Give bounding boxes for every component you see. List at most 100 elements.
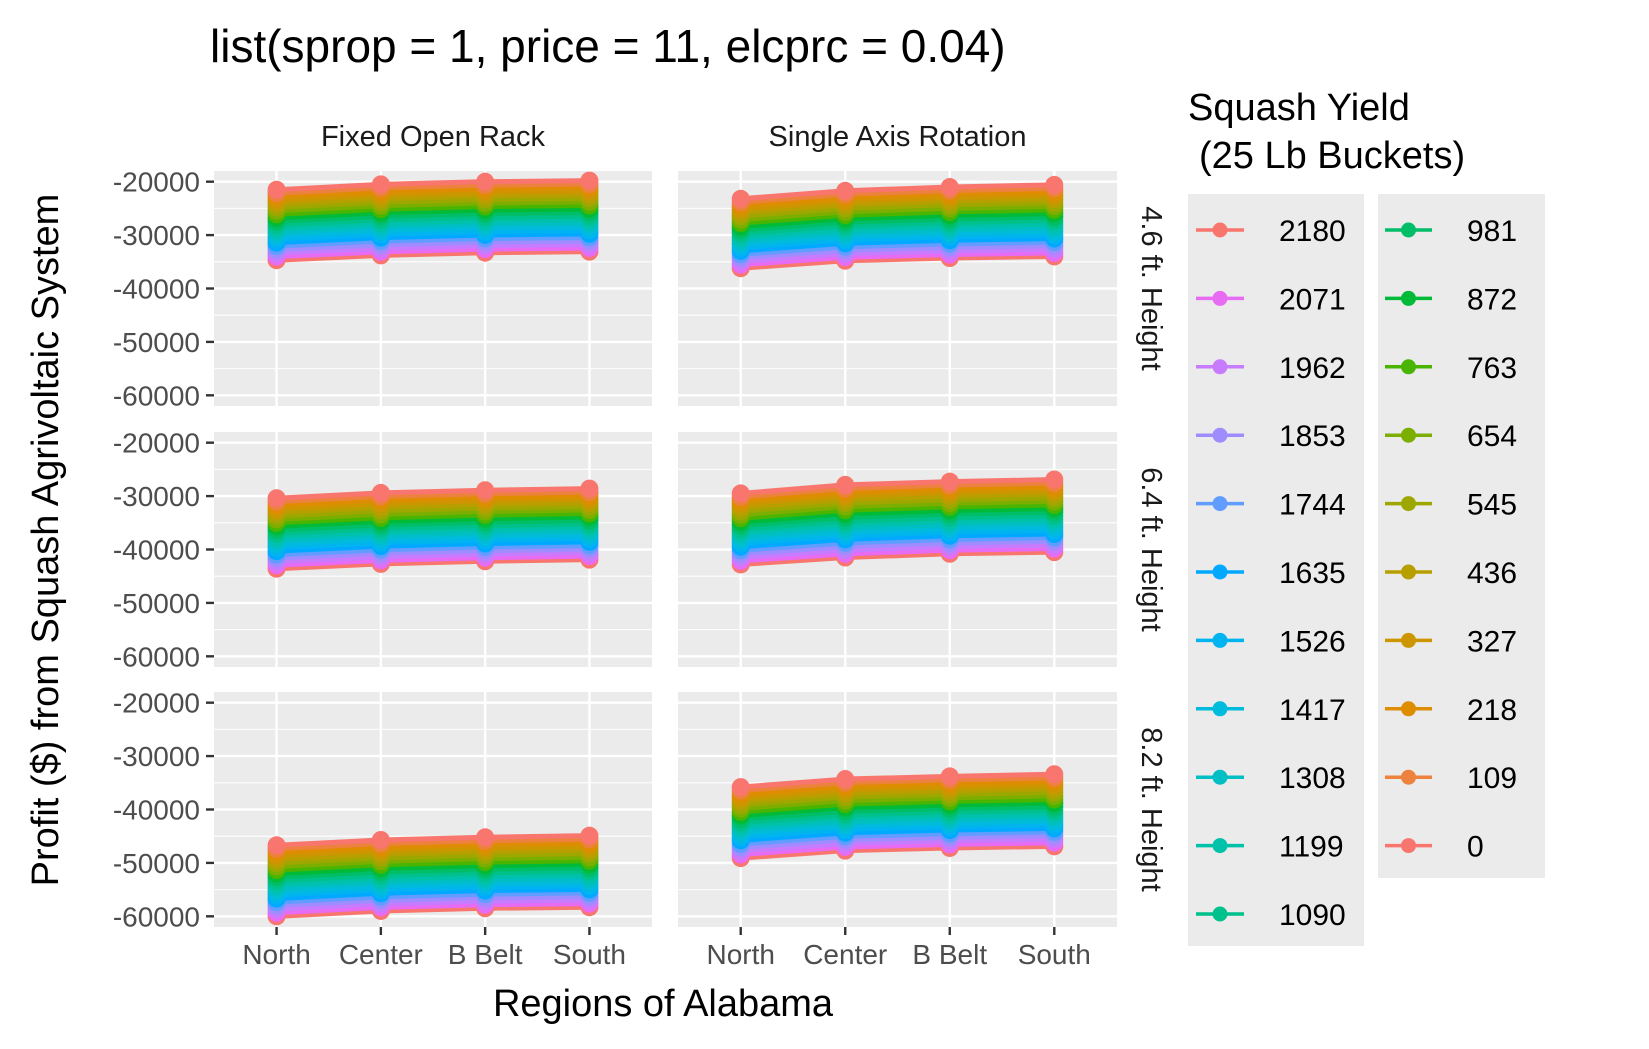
data-point-yield-2180: [731, 484, 750, 503]
series-line-yield-872: [276, 220, 590, 235]
series-line-yield-1090: [276, 521, 590, 536]
series-line-yield-327: [740, 243, 1055, 261]
series-line-yield-763: [740, 228, 1055, 247]
data-point-yield-2180: [580, 479, 599, 498]
series-line-yield-1744: [276, 500, 590, 515]
legend-item-yield-1635: 1635: [1196, 557, 1346, 590]
series-line-yield-218: [276, 550, 590, 565]
series-line-yield-872: [740, 815, 1055, 833]
data-point-yield-2180: [267, 180, 286, 199]
series-line-yield-109: [276, 901, 590, 916]
series-line-yield-654: [740, 527, 1055, 546]
series-line-yield-1090: [276, 213, 590, 228]
x-tick-label-center: Center: [339, 939, 423, 970]
series-line-yield-872: [740, 520, 1055, 539]
series-line-yield-1199: [740, 509, 1055, 528]
y-tick-label: -20000: [113, 688, 200, 719]
series-line-yield-0: [276, 557, 590, 572]
series-line-yield-1635: [276, 195, 590, 210]
series-line-yield-654: [276, 227, 590, 242]
legend-item-yield-981: 981: [1385, 215, 1517, 248]
legend-label: 1308: [1279, 762, 1346, 795]
legend-key-point: [1401, 769, 1416, 785]
legend-item-yield-218: 218: [1385, 694, 1517, 727]
data-point-yield-2180: [731, 778, 750, 797]
series-line-yield-1962: [276, 185, 590, 200]
y-tick-label: -40000: [113, 274, 200, 305]
series-line-yield-1199: [276, 210, 590, 224]
legend-key-point: [1212, 359, 1228, 375]
series-line-yield-1199: [276, 518, 590, 533]
data-point-yield-2180: [476, 828, 495, 847]
series-line-yield-2071: [276, 836, 590, 852]
series-line-yield-327: [740, 833, 1055, 850]
series-line-yield-763: [740, 818, 1055, 836]
data-point-yield-2180: [940, 472, 959, 491]
legend-key-point: [1212, 496, 1228, 512]
legend-key-point: [1212, 838, 1228, 854]
data-point-yield-2180: [836, 181, 855, 200]
y-tick-label: -50000: [113, 327, 200, 358]
series-line-yield-109: [740, 546, 1055, 564]
series-line-yield-1853: [740, 782, 1055, 801]
series-line-yield-2071: [740, 185, 1055, 205]
series-line-yield-1526: [740, 498, 1055, 518]
panel-fixed-open-rack-6-4-ft-height: [214, 432, 652, 667]
legend-label: 1417: [1279, 694, 1346, 727]
y-tick-label: -50000: [113, 588, 200, 619]
series-line-yield-763: [740, 524, 1055, 543]
series-line-yield-1417: [740, 796, 1055, 815]
series-line-yield-1744: [740, 491, 1055, 511]
legend-item-yield-1526: 1526: [1196, 625, 1346, 658]
y-tick-label: -30000: [113, 220, 200, 251]
legend-label: 1635: [1279, 557, 1346, 590]
series-line-yield-1635: [740, 789, 1055, 808]
series-line-yield-1526: [276, 199, 590, 214]
series-line-yield-218: [740, 246, 1055, 264]
series-line-yield-2180: [276, 178, 590, 193]
strip-label-4-6-ft-height: 4.6 ft. Height: [1135, 206, 1167, 370]
data-point-yield-2180: [940, 767, 959, 786]
series-line-yield-1417: [740, 502, 1055, 521]
series-yield-2180: [731, 765, 1064, 797]
series-line-yield-1853: [276, 843, 590, 859]
legend-label: 1090: [1279, 899, 1346, 932]
series-line-yield-1199: [740, 804, 1055, 822]
series-line-yield-1308: [740, 211, 1055, 230]
series-yield-2180: [731, 175, 1064, 208]
legend-key-point: [1401, 290, 1416, 306]
series-line-yield-1090: [740, 513, 1055, 532]
y-tick-label: -40000: [113, 535, 200, 566]
legend-key-point: [1212, 222, 1228, 238]
series-line-yield-1744: [276, 192, 590, 207]
legend-item-yield-1090: 1090: [1196, 899, 1346, 932]
y-axis-title: Profit ($) from Squash Agrivoltaic Syste…: [25, 194, 67, 887]
series-line-yield-218: [740, 542, 1055, 560]
series-line-yield-1526: [276, 854, 590, 870]
series-line-yield-327: [740, 538, 1055, 557]
legend-item-yield-763: 763: [1385, 352, 1517, 385]
y-tick-label: -30000: [113, 481, 200, 512]
series-line-yield-2180: [740, 182, 1055, 202]
legend-item-yield-0: 0: [1385, 831, 1484, 864]
series-line-yield-981: [740, 221, 1055, 240]
legend-key-point: [1401, 838, 1416, 854]
legend-label: 545: [1467, 489, 1517, 522]
panel-single-axis-rotation-8-2-ft-height: [678, 692, 1117, 927]
series-line-yield-981: [276, 217, 590, 231]
series-yield-2180: [267, 826, 599, 855]
series-line-yield-545: [740, 825, 1055, 843]
data-point-yield-2180: [267, 489, 286, 508]
series-line-yield-545: [740, 531, 1055, 550]
series-line-yield-981: [276, 525, 590, 540]
legend-key-point: [1212, 290, 1228, 306]
legend-label: 1744: [1279, 489, 1346, 522]
legend-label: 1199: [1279, 831, 1344, 864]
series-line-yield-654: [276, 535, 590, 551]
data-point-yield-2180: [731, 189, 750, 208]
data-point-yield-2180: [371, 175, 390, 194]
series-line-yield-1853: [276, 496, 590, 512]
legend-item-yield-2071: 2071: [1196, 283, 1346, 316]
y-tick-label: -50000: [113, 848, 200, 879]
